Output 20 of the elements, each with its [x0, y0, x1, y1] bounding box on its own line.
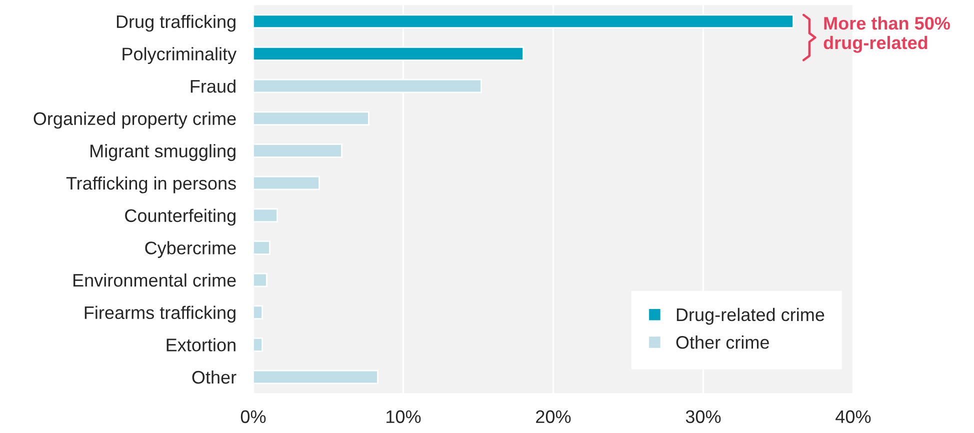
y-tick-label: Polycriminality	[122, 47, 237, 64]
x-tick-label: 30%	[686, 410, 721, 424]
y-tick-label: Environmental crime	[74, 273, 236, 287]
y-tick-label: Fraud	[190, 79, 236, 93]
legend-label: Other crime	[676, 336, 769, 349]
y-tick-label: Drug trafficking	[116, 14, 236, 32]
x-tick-label: 20%	[536, 410, 571, 424]
x-tick-label: 10%	[386, 410, 421, 424]
x-tick-label: 0%	[240, 410, 266, 424]
y-tick-label: Cybercrime	[145, 241, 236, 258]
y-tick-label: Counterfeiting	[125, 208, 236, 226]
y-tick-label: Trafficking in persons	[66, 176, 236, 194]
y-tick-label: Migrant smuggling	[90, 144, 236, 161]
legend-label: Drug-related crime	[676, 308, 824, 325]
y-tick-label: Organized property crime	[34, 112, 236, 129]
annotation: More than 50% drug-related	[824, 16, 950, 53]
y-tick-label: Firearms trafficking	[84, 306, 236, 323]
x-tick-label: 40%	[836, 410, 871, 424]
y-tick-label: Other	[192, 370, 236, 384]
y-tick-label: Extortion	[166, 338, 236, 352]
